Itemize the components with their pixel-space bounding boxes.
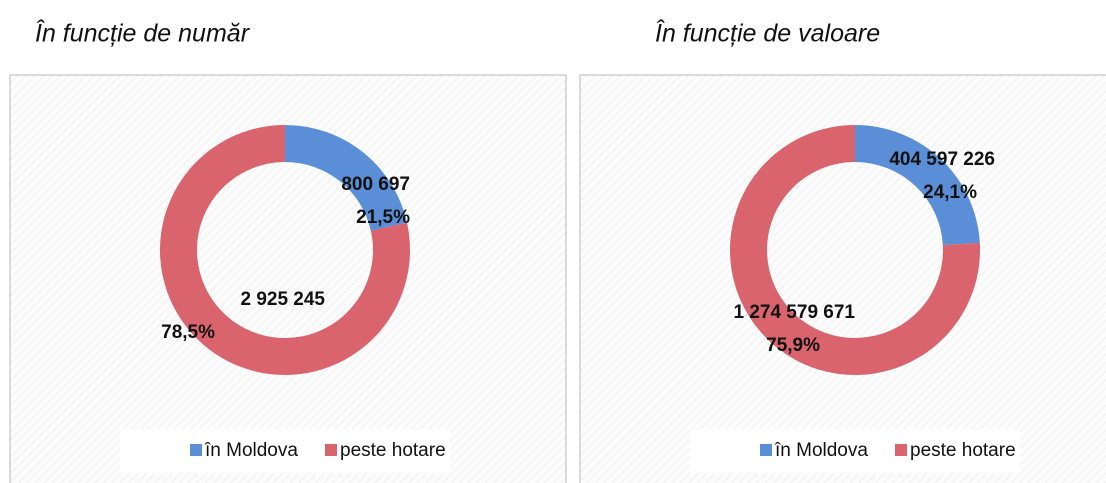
legend-label: în Moldova xyxy=(774,440,868,461)
legend-box xyxy=(120,429,450,473)
percent-label: 75,9% xyxy=(766,335,820,356)
legend-swatch xyxy=(895,444,907,456)
legend-label: peste hotare xyxy=(340,440,446,461)
legend-label: în Moldova xyxy=(204,440,298,461)
percent-label: 78,5% xyxy=(161,322,215,343)
value-label: 404 597 226 xyxy=(889,149,995,170)
chart-title: În funcție de număr xyxy=(35,19,251,48)
percent-label: 21,5% xyxy=(356,207,410,228)
donut-slice xyxy=(285,125,407,231)
donut-slice xyxy=(730,125,980,375)
legend-box xyxy=(690,429,1020,473)
value-label: 2 925 245 xyxy=(240,289,325,310)
percent-label: 24,1% xyxy=(923,182,977,203)
legend-swatch xyxy=(325,444,337,456)
legend-swatch xyxy=(190,444,202,456)
legend-label: peste hotare xyxy=(910,440,1016,461)
value-label: 800 697 xyxy=(341,174,410,195)
chart-title: În funcție de valoare xyxy=(655,19,880,48)
donut-slice xyxy=(160,125,410,375)
donut-slice xyxy=(855,125,980,245)
value-label: 1 274 579 671 xyxy=(733,302,855,323)
legend-swatch xyxy=(760,444,772,456)
